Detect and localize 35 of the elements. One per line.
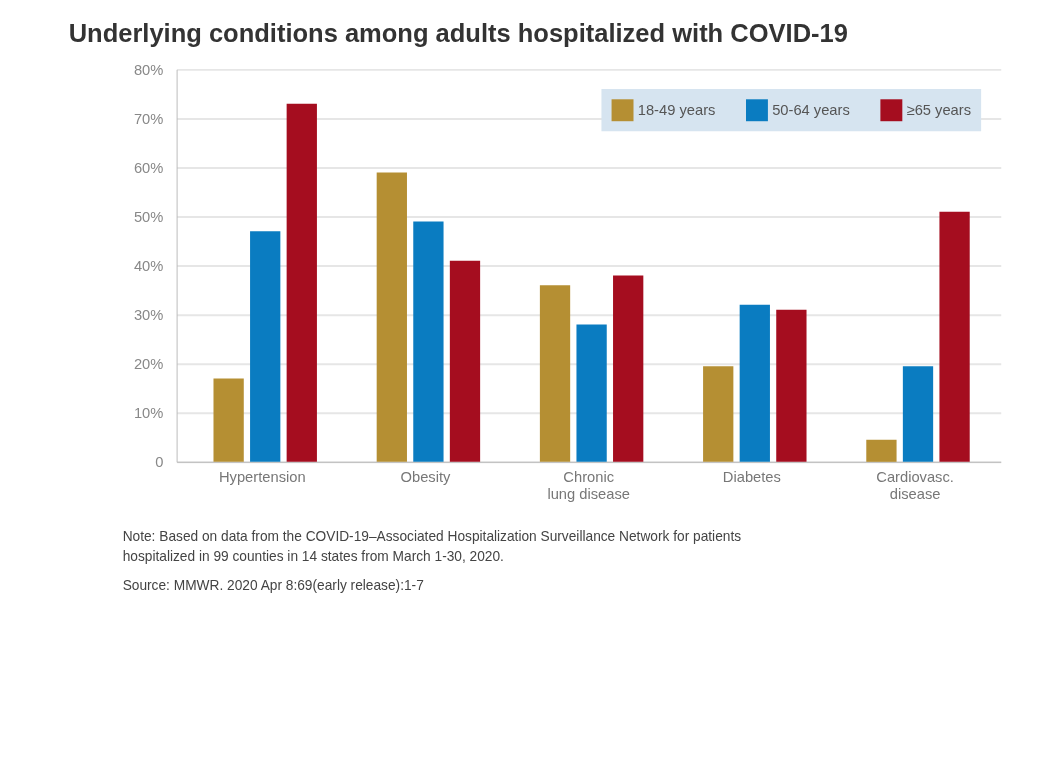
- y-tick-label: 10%: [133, 405, 164, 422]
- source-note: Source: MMWR. 2020 Apr 8:69(early release):1-7: [122, 578, 424, 594]
- bar: [250, 231, 281, 462]
- y-tick-label: 80%: [133, 61, 164, 78]
- bar: [576, 324, 607, 462]
- y-tick-label: 20%: [133, 356, 164, 373]
- legend-label: 18-49 years: [637, 102, 716, 119]
- y-tick-label: 50%: [133, 208, 164, 225]
- bar: [703, 366, 734, 462]
- x-tick-label: Hypertension: [218, 468, 306, 485]
- y-tick-label: 0: [155, 454, 164, 471]
- x-tick-label: Diabetes: [722, 468, 781, 485]
- bar: [613, 275, 644, 462]
- x-tick-label: Obesity: [400, 468, 452, 485]
- bar: [776, 309, 807, 462]
- bar: [413, 221, 444, 462]
- chart-title: Underlying conditions among adults hospitalized with COVID-19: [68, 18, 848, 47]
- x-tick-label: Cardiovasc. disease: [876, 468, 954, 502]
- text: Note: Based on data from the COVID-19–Associated Hospitalization Surveillance Network for patients hospitalized in 99 counties in 14 states from March 1-30, 2020.: [122, 529, 742, 564]
- x-tick-label: Chronic lung disease: [547, 468, 630, 502]
- y-tick-label: 70%: [133, 110, 164, 127]
- bar: [376, 172, 407, 462]
- bar: [902, 366, 934, 462]
- legend-label: 50-64 years: [772, 102, 850, 119]
- y-tick-label: 30%: [133, 307, 164, 324]
- legend-label: ≥65 years: [906, 102, 972, 119]
- y-tick-label: 60%: [133, 159, 164, 176]
- bar: [449, 260, 481, 462]
- bar: [939, 211, 970, 462]
- bar: [739, 304, 770, 462]
- y-tick-label: 40%: [133, 258, 164, 274]
- bar: [213, 378, 244, 462]
- bar: [866, 439, 897, 462]
- bar: [539, 285, 571, 462]
- bar: [286, 103, 317, 462]
